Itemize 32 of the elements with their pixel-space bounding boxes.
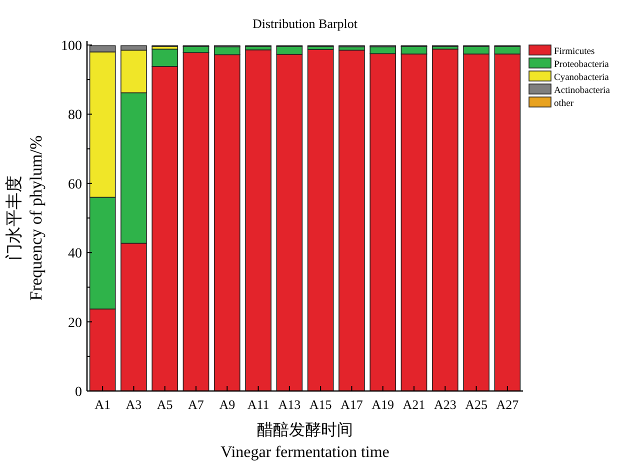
x-tick-label: A3 (126, 397, 142, 412)
x-tick-label: A7 (188, 397, 204, 412)
legend-label: other (554, 99, 574, 109)
y-tick-label: 20 (68, 316, 82, 331)
x-tick-label: A19 (372, 397, 394, 412)
x-tick-label: A9 (219, 397, 236, 412)
x-tick-label: A1 (94, 397, 111, 412)
bar (245, 49, 272, 392)
y-tick-label: 60 (68, 177, 82, 192)
x-tick-label: A23 (434, 397, 456, 412)
x-axis-title: 醋醅发酵时间 Vinegar fermentation time (220, 421, 390, 461)
x-tick-label: A11 (247, 397, 270, 412)
x-tick-label: A13 (278, 397, 301, 412)
x-tick-label: A25 (465, 397, 488, 412)
y-axis-title: 门水平丰度 Frequency of phylum/% (4, 135, 46, 301)
y-tick-label: 80 (68, 108, 82, 124)
x-tick-label: A17 (340, 397, 364, 412)
y-tick-label: 0 (75, 385, 82, 400)
y-tick-label: 40 (68, 246, 82, 262)
x-tick-label: A27 (496, 397, 520, 412)
chart-title: Distribution Barplot (252, 16, 358, 31)
bar (338, 50, 365, 392)
legend-label: Firmicutes (554, 47, 595, 57)
legend-label: Cyanobacteria (554, 73, 610, 83)
bar (307, 49, 334, 392)
legend-label: Proteobacteria (554, 60, 610, 70)
bar (432, 48, 458, 392)
x-tick-label: A15 (309, 397, 332, 412)
x-tick-label: A5 (156, 397, 173, 412)
x-tick-label: A21 (402, 397, 426, 412)
y-tick-label: 100 (61, 39, 82, 54)
legend-label: Actinobacteria (554, 86, 611, 96)
